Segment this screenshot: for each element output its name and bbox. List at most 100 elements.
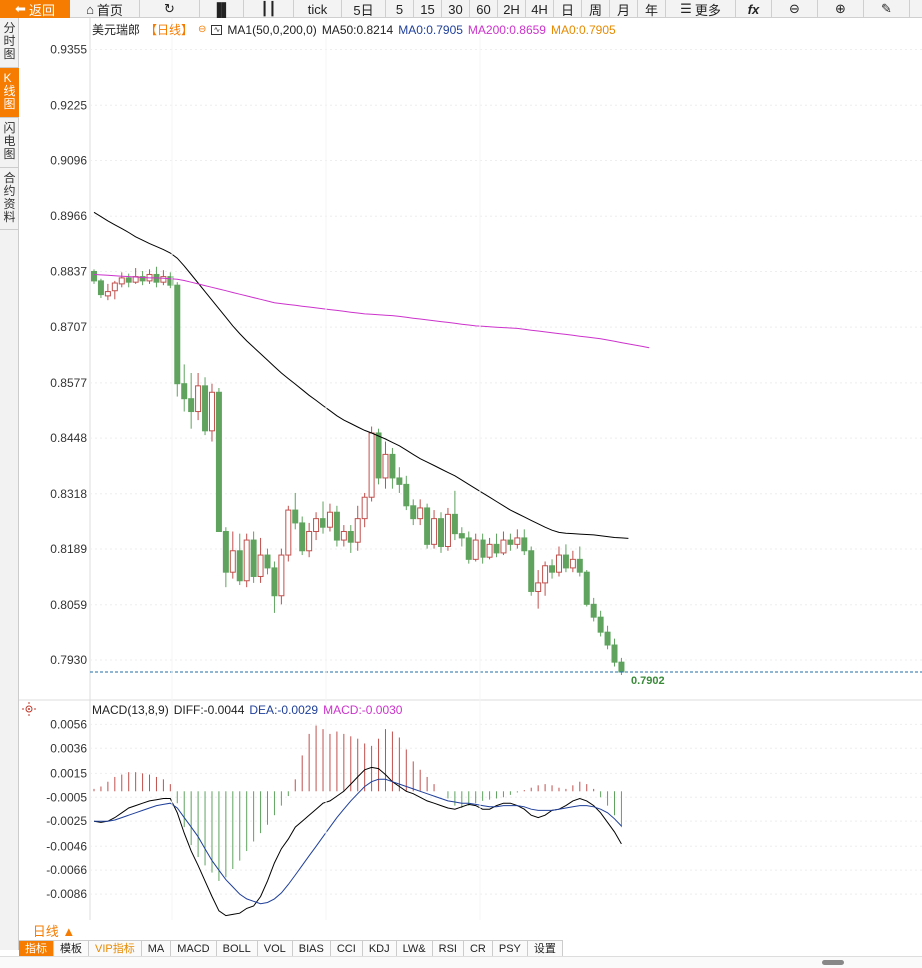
candle-body xyxy=(167,276,174,286)
sidebar-tab-label: K线图 xyxy=(3,71,16,111)
period-selector-button[interactable]: 日线 ▲ xyxy=(32,923,76,939)
ma-params[interactable]: MA1(50,0,200,0) xyxy=(227,22,317,37)
candle-body xyxy=(229,550,236,573)
kline-chart[interactable]: 0.9355 0.9225 0.9096 0.8966 0.8837 0.8707 0.85… xyxy=(19,18,922,935)
price-legend: 美元瑞郎 【日线】 ⊖ ∿ MA1(50,0,200,0) MA50:0.821… xyxy=(92,21,616,38)
m60-button[interactable]: 60 xyxy=(470,0,498,18)
zoom-out-button[interactable]: ⊖ xyxy=(772,0,818,18)
indicator-tab[interactable]: PSY xyxy=(492,941,528,957)
indicator-tab[interactable]: CCI xyxy=(330,941,363,957)
macd-dea-line xyxy=(94,778,622,905)
candle-body xyxy=(326,511,333,528)
macd-name[interactable]: MACD(13,8,9) xyxy=(92,703,169,717)
indicator-tab[interactable]: 模板 xyxy=(54,941,89,957)
sidebar-tab-timeshare[interactable]: 分时图 xyxy=(0,18,19,68)
candlestick-button[interactable]: ┃┃ xyxy=(244,0,294,18)
candle-body xyxy=(438,518,444,547)
week-button[interactable]: 周 xyxy=(582,0,610,18)
m30-button[interactable]: 30 xyxy=(442,0,470,18)
refresh-icon: ↻ xyxy=(164,1,175,16)
refresh-button[interactable]: ↻ xyxy=(140,0,200,18)
price-tick-label: 0.8448 xyxy=(50,431,87,445)
candle-body xyxy=(493,543,500,554)
indicator-icon[interactable]: ∿ xyxy=(211,24,223,35)
home-button[interactable]: ⌂ 首页 xyxy=(70,0,140,18)
indicator-tab[interactable]: MA xyxy=(141,941,172,957)
indicator-tab[interactable]: KDJ xyxy=(362,941,397,957)
macd-tick-label: -0.0066 xyxy=(46,863,87,877)
candles xyxy=(91,266,625,676)
sidebar-tab-contract-info[interactable]: 合约资料 xyxy=(0,168,19,230)
indicator-tab[interactable]: LW& xyxy=(396,941,433,957)
settings-icon[interactable] xyxy=(22,702,36,716)
candle-body xyxy=(597,616,604,633)
period-dropdown-icon[interactable]: ⊖ xyxy=(198,24,207,35)
candle-body xyxy=(320,518,327,528)
bar-chart-button[interactable]: ▐▌ xyxy=(200,0,244,18)
macd-tick-label: 0.0036 xyxy=(50,741,87,755)
h2-button[interactable]: 2H xyxy=(498,0,526,18)
macd-tick-label: -0.0046 xyxy=(46,839,87,853)
period-label[interactable]: 【日线】 xyxy=(145,23,194,37)
draw-button[interactable]: ✎ xyxy=(864,0,910,18)
m5-button[interactable]: 5 xyxy=(386,0,414,18)
back-button[interactable]: ⬅ 返回 xyxy=(0,0,70,18)
price-tick-label: 0.7930 xyxy=(50,653,87,667)
sidebar-tab-kline[interactable]: K线图 xyxy=(0,68,19,118)
left-sidebar: 分时图 K线图 闪电图 合约资料 xyxy=(0,18,19,950)
scrollbar-thumb[interactable] xyxy=(822,960,844,965)
back-arrow-icon: ⬅ xyxy=(15,1,26,16)
sidebar-tab-lightning[interactable]: 闪电图 xyxy=(0,118,19,168)
chart-area[interactable]: 0.9355 0.9225 0.9096 0.8966 0.8837 0.8707 0.85… xyxy=(19,18,922,935)
candle-body xyxy=(340,530,347,541)
indicator-tab[interactable]: VOL xyxy=(257,941,293,957)
zoom-in-icon: ⊕ xyxy=(835,1,846,16)
m15-button[interactable]: 15 xyxy=(414,0,442,18)
price-axis: 0.9355 0.9225 0.9096 0.8966 0.8837 0.8707 0.85… xyxy=(50,43,87,667)
candle-body xyxy=(222,530,229,573)
indicator-tab[interactable]: VIP指标 xyxy=(89,941,142,957)
day-button[interactable]: 日 xyxy=(554,0,582,18)
indicator-tab[interactable]: MACD xyxy=(171,941,217,957)
candle-body xyxy=(160,276,167,283)
horizontal-scrollbar[interactable] xyxy=(0,956,922,968)
price-tick-label: 0.8707 xyxy=(50,320,87,334)
candle-body xyxy=(195,385,202,413)
indicator-tab[interactable]: BIAS xyxy=(292,941,331,957)
candle-body xyxy=(618,661,625,673)
candle-body xyxy=(202,385,209,432)
candle-body xyxy=(583,571,590,605)
bar-chart-icon: ▐▌ xyxy=(212,1,231,17)
zoom-in-button[interactable]: ⊕ xyxy=(818,0,864,18)
month-button[interactable]: 月 xyxy=(610,0,638,18)
indicator-tab[interactable]: 指标 xyxy=(19,941,54,957)
candle-body xyxy=(243,539,250,582)
back-label: 返回 xyxy=(28,2,55,18)
indicator-tab[interactable]: 设置 xyxy=(527,941,563,957)
candle-body xyxy=(188,398,195,413)
formula-button[interactable]: fx xyxy=(736,0,772,18)
year-button[interactable]: 年 xyxy=(638,0,666,18)
menu-icon: ☰ xyxy=(680,1,692,16)
indicator-tab[interactable]: CR xyxy=(463,941,493,957)
candle-body xyxy=(125,277,132,283)
price-tick-label: 0.8966 xyxy=(50,209,87,223)
ma0-value-2: MA0:0.7905 xyxy=(550,22,616,37)
candle-body xyxy=(569,558,576,569)
candle-body xyxy=(396,477,403,485)
ma50-line xyxy=(93,211,629,539)
indicator-tab[interactable]: BOLL xyxy=(216,941,258,957)
more-button[interactable]: ☰ 更多 xyxy=(666,0,736,18)
h4-button[interactable]: 4H xyxy=(526,0,554,18)
candle-body xyxy=(549,565,556,573)
candle-body xyxy=(458,533,465,539)
indicator-tab[interactable]: RSI xyxy=(432,941,464,957)
candle-body xyxy=(264,554,271,569)
five-day-button[interactable]: 5日 xyxy=(342,0,386,18)
candle-body xyxy=(111,282,118,292)
candle-body xyxy=(271,567,278,597)
sidebar-tab-label: 闪电图 xyxy=(3,121,16,161)
ma200-line xyxy=(93,274,650,349)
candle-body xyxy=(215,391,222,532)
tick-button[interactable]: tick xyxy=(294,0,342,18)
